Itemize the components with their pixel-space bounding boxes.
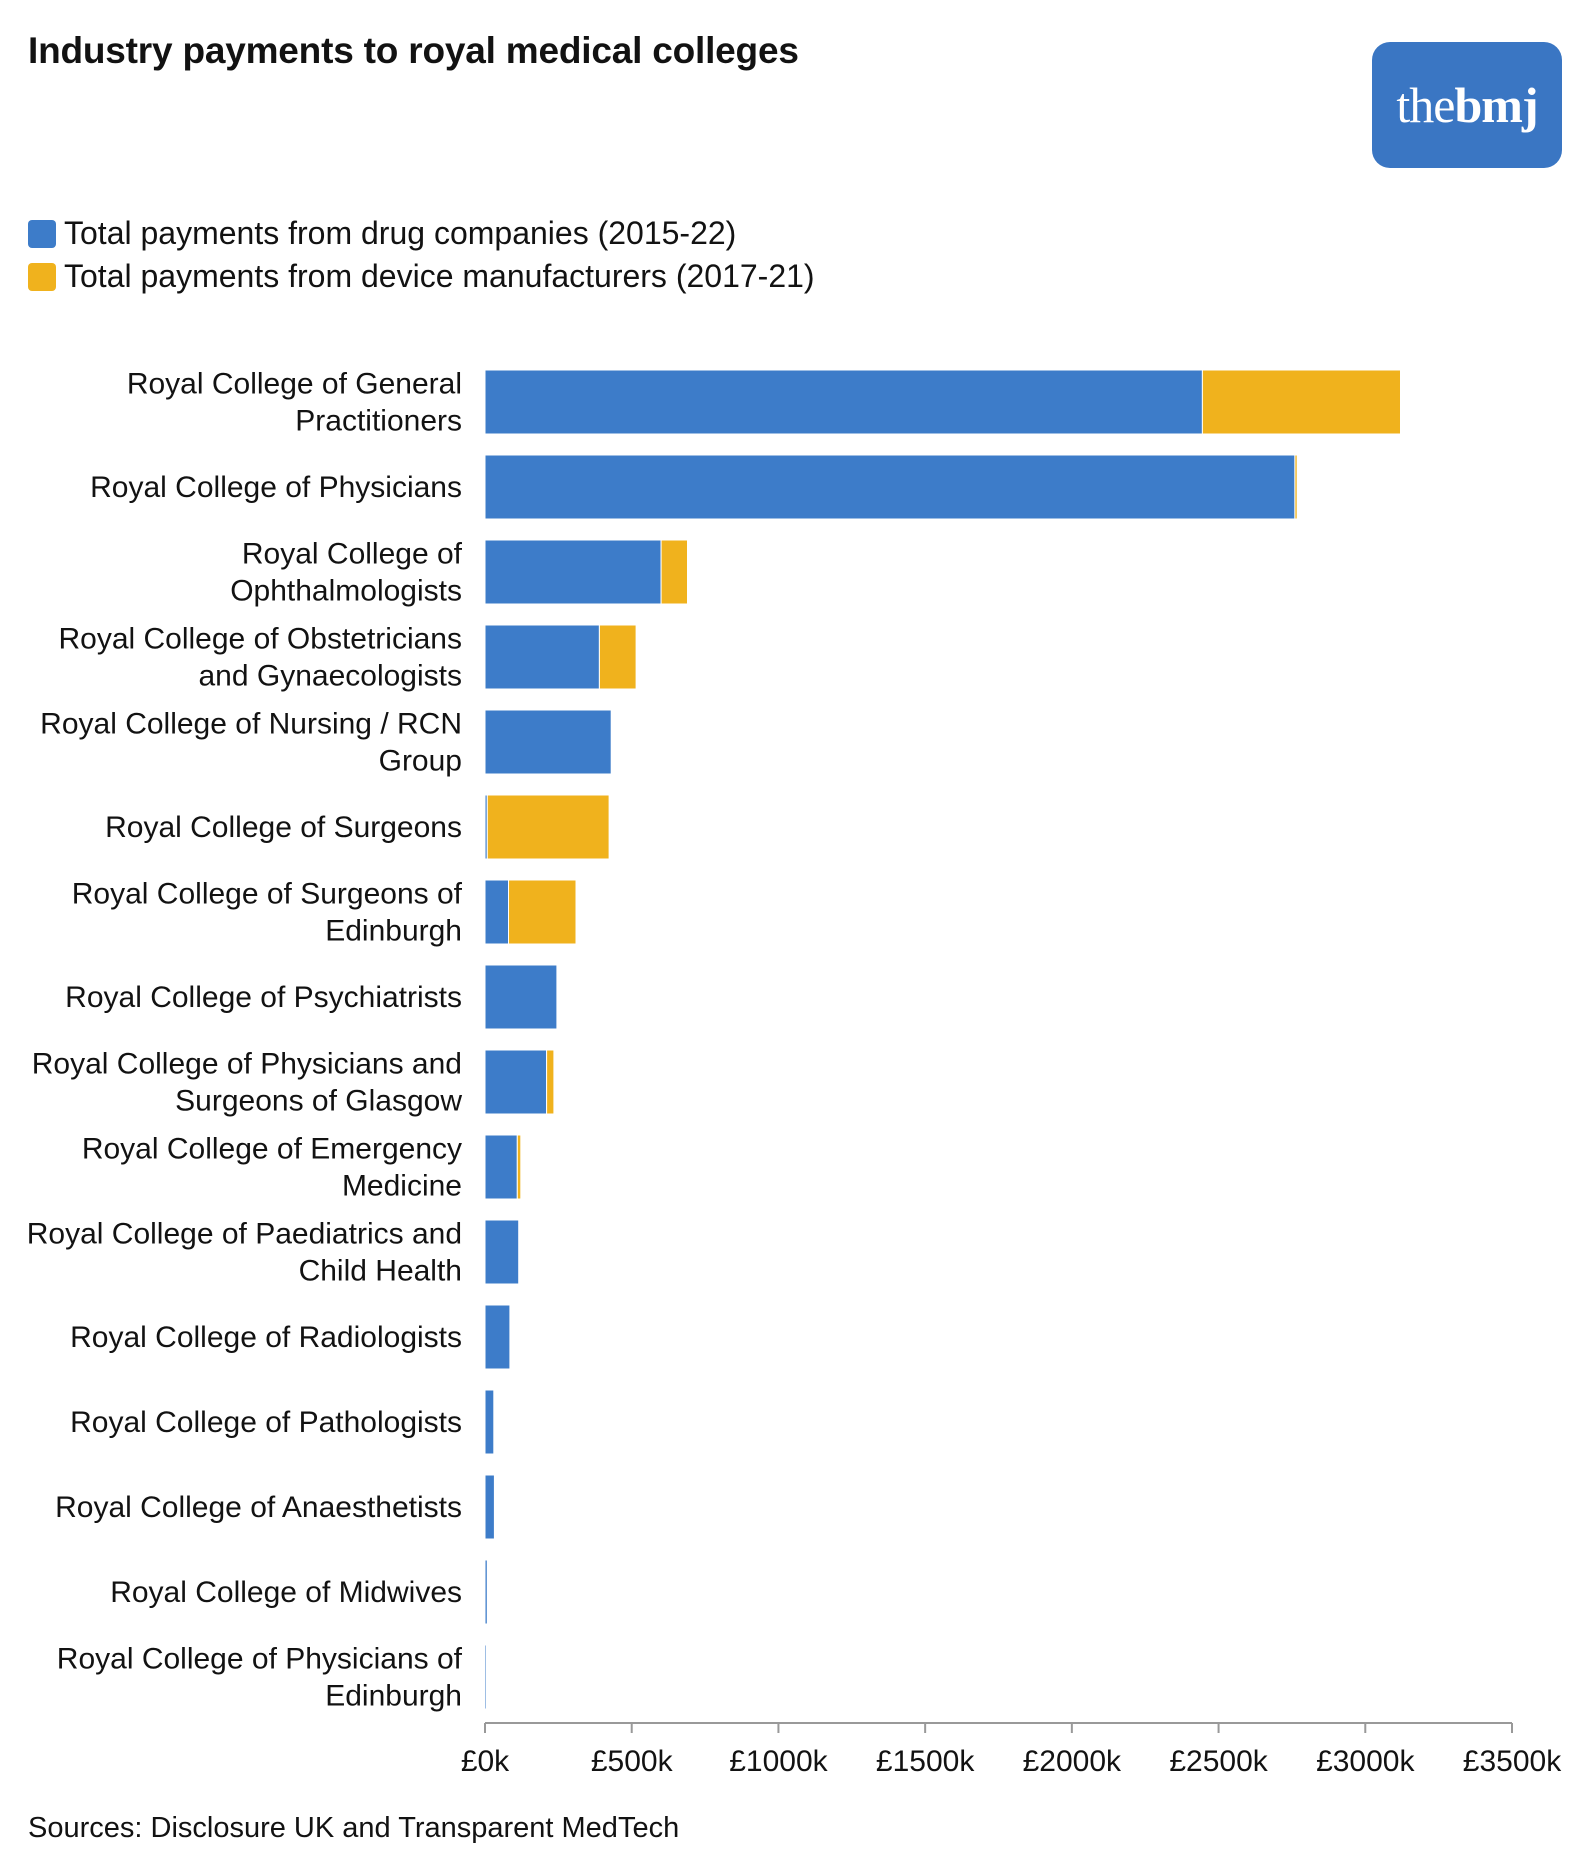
category-label-2-line-0: Royal College of	[242, 538, 463, 571]
logo-bold-text: bmj	[1454, 77, 1538, 133]
x-tick-label-2: £1000k	[729, 1745, 828, 1778]
category-label-5-line-0: Royal College of Surgeons	[105, 811, 462, 844]
chart-legend: Total payments from drug companies (2015…	[28, 212, 815, 298]
drug-bar-6	[484, 879, 509, 945]
device-bar-0	[1201, 369, 1402, 435]
category-label-12-line-0: Royal College of Pathologists	[70, 1406, 462, 1439]
x-tick-label-6: £3000k	[1316, 1745, 1415, 1778]
legend-item-drug: Total payments from drug companies (2015…	[28, 212, 815, 255]
drug-bar-15	[484, 1644, 487, 1710]
category-label-11-line-0: Royal College of Radiologists	[70, 1321, 462, 1354]
category-label-9-line-0: Royal College of Emergency	[82, 1133, 462, 1166]
category-label-10-line-0: Royal College of Paediatrics and	[27, 1218, 462, 1251]
category-label-13-line-0: Royal College of Anaesthetists	[55, 1491, 462, 1524]
category-label-3-line-1: and Gynaecologists	[199, 660, 463, 693]
x-tick-label-4: £2000k	[1023, 1745, 1122, 1778]
bmj-logo: thebmj	[1372, 42, 1562, 168]
x-tick-label-5: £2500k	[1169, 1745, 1268, 1778]
bmj-logo-text: thebmj	[1396, 76, 1538, 134]
category-label-0-line-0: Royal College of General	[127, 368, 462, 401]
drug-bar-12	[484, 1389, 495, 1455]
category-label-9-line-1: Medicine	[342, 1170, 462, 1203]
drug-bar-0	[484, 369, 1203, 435]
legend-swatch-drug	[28, 219, 56, 248]
drug-bar-3	[484, 624, 600, 690]
x-tick-label-7: £3500k	[1463, 1745, 1562, 1778]
drug-bar-7	[484, 964, 558, 1030]
device-bar-1	[1294, 454, 1298, 520]
device-bar-3	[598, 624, 637, 690]
device-bar-6	[508, 879, 577, 945]
drug-bar-10	[484, 1219, 520, 1285]
drug-bar-13	[484, 1474, 495, 1540]
category-label-4-line-0: Royal College of Nursing / RCN	[40, 708, 462, 741]
source-note: Sources: Disclosure UK and Transparent M…	[28, 1812, 680, 1844]
x-tick-label-0: £0k	[461, 1745, 510, 1778]
category-label-4-line-1: Group	[379, 745, 462, 778]
category-label-1-line-0: Royal College of Physicians	[90, 471, 462, 504]
bars	[484, 369, 1402, 1710]
legend-swatch-device	[28, 262, 56, 291]
category-label-14-line-0: Royal College of Midwives	[110, 1576, 462, 1609]
drug-bar-2	[484, 539, 662, 605]
category-label-2-line-1: Ophthalmologists	[230, 575, 462, 608]
category-label-6-line-0: Royal College of Surgeons of	[72, 878, 463, 911]
device-bar-8	[546, 1049, 555, 1115]
x-tick-label-1: £500k	[591, 1745, 674, 1778]
drug-bar-1	[484, 454, 1296, 520]
device-bar-5	[486, 794, 610, 860]
chart-title: Industry payments to royal medical colle…	[28, 30, 799, 71]
category-label-8-line-1: Surgeons of Glasgow	[175, 1085, 462, 1118]
device-bar-2	[660, 539, 688, 605]
category-labels: Royal College of General Practitioners Roy…	[27, 368, 463, 1713]
drug-bar-9	[484, 1134, 518, 1200]
x-tick-label-3: £1500k	[876, 1745, 975, 1778]
legend-label-device: Total payments from device manufacturers…	[64, 258, 815, 294]
device-bar-9	[516, 1134, 522, 1200]
category-label-0-line-1: Practitioners	[295, 405, 462, 438]
x-axis: £0k £500k £1000k £1500k £2000k £2500k £3000k £3…	[461, 1722, 1562, 1778]
category-label-3-line-0: Royal College of Obstetricians	[58, 623, 462, 656]
category-label-6-line-1: Edinburgh	[325, 915, 462, 948]
drug-bar-8	[484, 1049, 548, 1115]
drug-bar-14	[484, 1559, 488, 1625]
category-label-8-line-0: Royal College of Physicians and	[32, 1048, 462, 1081]
category-label-15-line-0: Royal College of Physicians of	[57, 1643, 463, 1676]
logo-light-text: the	[1396, 77, 1455, 133]
legend-label-drug: Total payments from drug companies (2015…	[64, 215, 737, 251]
legend-item-device: Total payments from device manufacturers…	[28, 255, 815, 298]
category-label-10-line-1: Child Health	[299, 1255, 462, 1288]
drug-bar-11	[484, 1304, 511, 1370]
category-label-15-line-1: Edinburgh	[325, 1680, 462, 1713]
drug-bar-4	[484, 709, 612, 775]
category-label-7-line-0: Royal College of Psychiatrists	[65, 981, 462, 1014]
